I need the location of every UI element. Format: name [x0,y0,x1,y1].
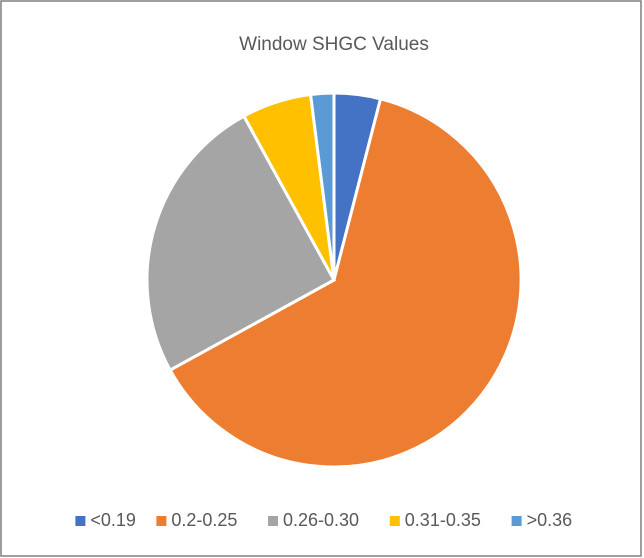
pie-slice [168,97,523,469]
legend-swatch [268,516,278,526]
legend-label: >0.36 [527,510,573,530]
pie-slice [308,91,336,281]
legend-swatch [156,516,167,526]
legend-swatch [389,516,400,526]
legend-label: 0.2-0.25 [171,510,237,530]
legend-label: 0.26-0.30 [283,510,359,530]
legend-label: <0.19 [90,510,136,530]
pie-slice [145,114,337,373]
chart-title: Window SHGC Values [239,34,429,55]
legend-swatch [75,516,86,526]
legend-label: 0.31-0.35 [405,510,481,530]
legend-swatch [511,516,522,526]
